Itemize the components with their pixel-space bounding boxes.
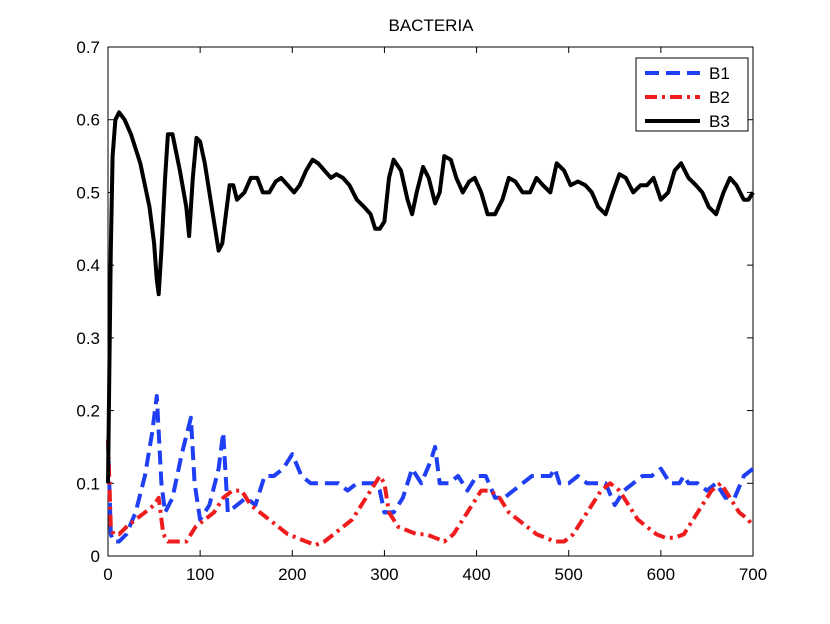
- legend-label-b2: B2: [709, 88, 730, 107]
- y-tick-label: 0.5: [76, 183, 100, 202]
- x-tick-label: 0: [103, 565, 112, 584]
- x-tick-label: 100: [186, 565, 214, 584]
- x-tick-label: 600: [647, 565, 675, 584]
- legend-box: [635, 57, 749, 132]
- series-line-b1: [106, 394, 755, 544]
- y-tick-label: 0.2: [76, 402, 100, 421]
- legend-items: B1 B2 B3: [645, 64, 730, 131]
- y-tick-label: 0.1: [76, 474, 100, 493]
- y-tick-label: 0: [91, 547, 100, 566]
- chart-title: BACTERIA: [388, 16, 474, 35]
- x-tick-label: 300: [370, 565, 398, 584]
- x-tick-label: 200: [278, 565, 306, 584]
- legend: B1 B2 B3: [635, 57, 749, 132]
- plot-area: [107, 46, 754, 557]
- x-tick-label: 700: [739, 565, 767, 584]
- series-line-b3: [106, 110, 755, 484]
- x-tick-label: 500: [555, 565, 583, 584]
- legend-label-b3: B3: [709, 112, 730, 131]
- axis-ticks: 0 100 200 300 400 500 600 700 0 0.1 0.2 0.3 0.4 0.5 0.…: [76, 38, 767, 584]
- legend-label-b1: B1: [709, 64, 730, 83]
- y-tick-label: 0.6: [76, 111, 100, 130]
- y-tick-label: 0.7: [76, 38, 100, 57]
- series-line-b2: [106, 439, 755, 548]
- y-tick-label: 0.3: [76, 329, 100, 348]
- series-layer: [106, 110, 755, 548]
- x-tick-label: 400: [462, 565, 490, 584]
- y-tick-label: 0.4: [76, 256, 100, 275]
